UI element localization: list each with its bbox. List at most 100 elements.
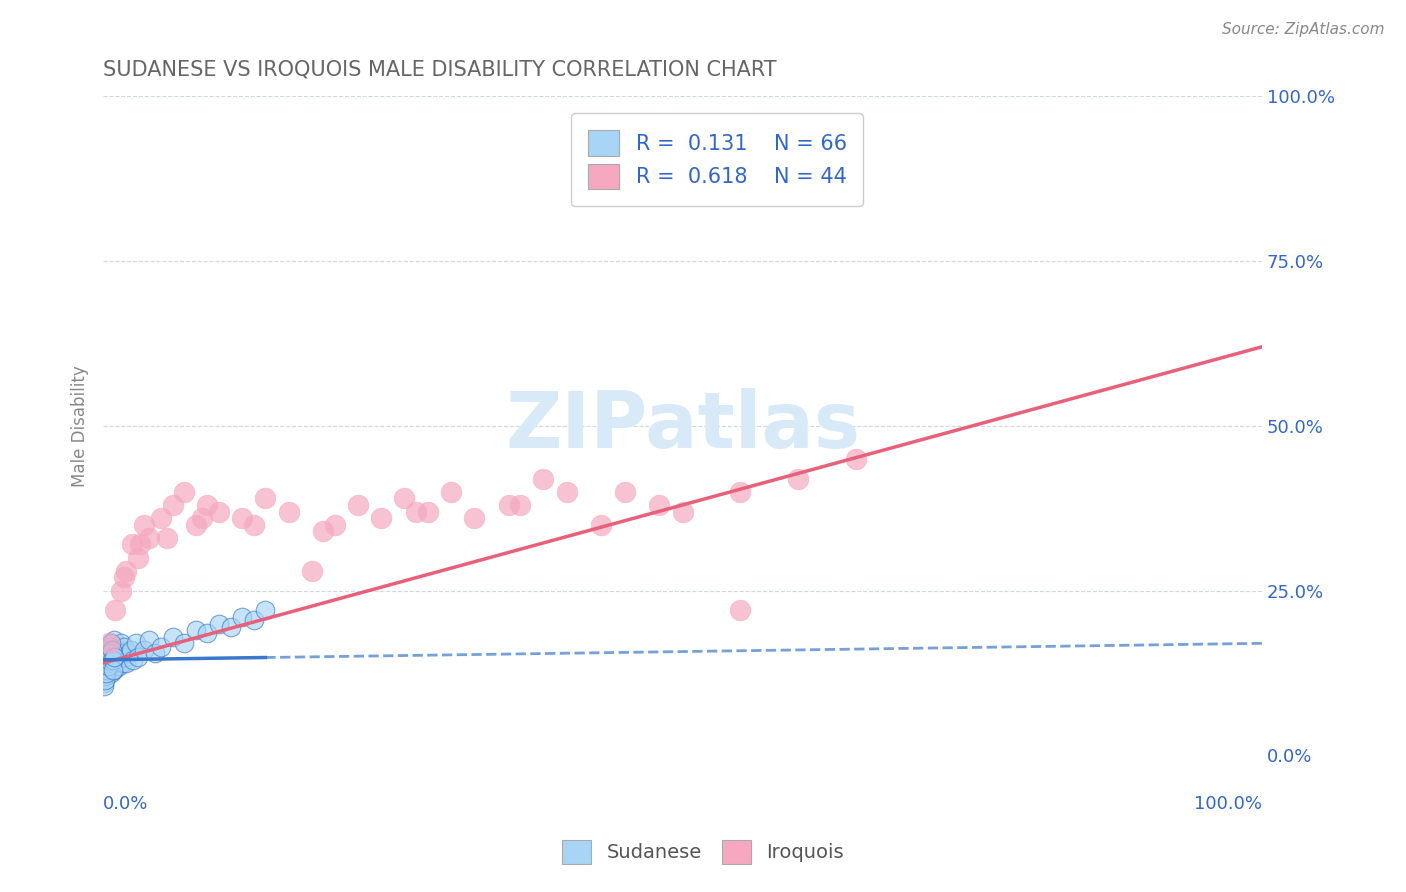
Point — [111, 646, 134, 660]
Point — [509, 498, 531, 512]
Point — [129, 537, 152, 551]
Point — [101, 643, 124, 657]
Point — [108, 659, 131, 673]
Point — [312, 524, 335, 539]
Point — [254, 603, 277, 617]
Point — [498, 498, 520, 512]
Point — [197, 626, 219, 640]
Point — [277, 504, 299, 518]
Point — [242, 517, 264, 532]
Point — [104, 649, 127, 664]
Point — [94, 663, 117, 677]
Point — [184, 623, 207, 637]
Point — [231, 511, 253, 525]
Point — [94, 669, 117, 683]
Point — [122, 653, 145, 667]
Point — [96, 659, 118, 673]
Point — [416, 504, 439, 518]
Point — [98, 646, 121, 660]
Point — [124, 636, 146, 650]
Point — [156, 531, 179, 545]
Point — [112, 640, 135, 654]
Point — [671, 504, 693, 518]
Point — [143, 646, 166, 660]
Point — [115, 564, 138, 578]
Point — [184, 517, 207, 532]
Point — [96, 646, 118, 660]
Point — [370, 511, 392, 525]
Point — [97, 649, 120, 664]
Point — [97, 653, 120, 667]
Point — [107, 653, 129, 667]
Point — [347, 498, 370, 512]
Point — [190, 511, 212, 525]
Point — [96, 665, 118, 680]
Point — [101, 649, 124, 664]
Point — [127, 649, 149, 664]
Point — [103, 663, 125, 677]
Point — [100, 636, 122, 650]
Point — [208, 616, 231, 631]
Point — [150, 511, 173, 525]
Point — [98, 659, 121, 673]
Point — [97, 649, 120, 664]
Point — [103, 633, 125, 648]
Point — [463, 511, 485, 525]
Point — [162, 498, 184, 512]
Point — [440, 484, 463, 499]
Text: 100.0%: 100.0% — [1194, 795, 1263, 813]
Point — [94, 643, 117, 657]
Y-axis label: Male Disability: Male Disability — [72, 365, 89, 487]
Point — [110, 583, 132, 598]
Point — [115, 656, 138, 670]
Point — [173, 636, 195, 650]
Point — [162, 630, 184, 644]
Point — [173, 484, 195, 499]
Point — [100, 636, 122, 650]
Point — [93, 676, 115, 690]
Point — [98, 656, 121, 670]
Legend: R =  0.131    N = 66, R =  0.618    N = 44: R = 0.131 N = 66, R = 0.618 N = 44 — [571, 113, 863, 206]
Point — [97, 640, 120, 654]
Point — [104, 656, 127, 670]
Point — [105, 643, 128, 657]
Point — [197, 498, 219, 512]
Point — [787, 472, 810, 486]
Point — [97, 636, 120, 650]
Point — [93, 669, 115, 683]
Point — [117, 646, 139, 660]
Point — [138, 633, 160, 648]
Point — [845, 451, 868, 466]
Point — [103, 649, 125, 664]
Point — [132, 643, 155, 657]
Point — [648, 498, 671, 512]
Point — [613, 484, 636, 499]
Point — [138, 531, 160, 545]
Point — [94, 673, 117, 687]
Point — [150, 640, 173, 654]
Point — [591, 517, 613, 532]
Point — [104, 603, 127, 617]
Point — [555, 484, 578, 499]
Point — [132, 517, 155, 532]
Point — [98, 640, 121, 654]
Point — [254, 491, 277, 506]
Point — [97, 663, 120, 677]
Point — [100, 665, 122, 680]
Point — [101, 643, 124, 657]
Point — [101, 653, 124, 667]
Point — [112, 570, 135, 584]
Point — [121, 537, 143, 551]
Point — [120, 643, 142, 657]
Point — [323, 517, 346, 532]
Legend: Sudanese, Iroquois: Sudanese, Iroquois — [553, 830, 853, 873]
Point — [101, 653, 124, 667]
Point — [730, 484, 752, 499]
Point — [96, 653, 118, 667]
Text: SUDANESE VS IROQUOIS MALE DISABILITY CORRELATION CHART: SUDANESE VS IROQUOIS MALE DISABILITY COR… — [103, 60, 776, 79]
Text: 0.0%: 0.0% — [103, 795, 149, 813]
Point — [110, 636, 132, 650]
Point — [219, 620, 242, 634]
Point — [103, 663, 125, 677]
Point — [533, 472, 555, 486]
